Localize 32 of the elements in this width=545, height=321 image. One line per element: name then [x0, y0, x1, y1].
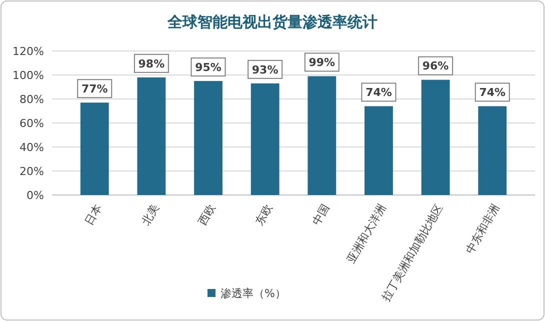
x-tick-label: 北美 [139, 202, 162, 228]
x-tick-label: 中国 [310, 202, 332, 228]
y-tick-label: 80% [20, 92, 44, 106]
x-tick-label: 西欧 [196, 202, 218, 228]
bar [421, 80, 450, 195]
bar [137, 77, 166, 195]
bar [364, 106, 393, 195]
text: 96% [422, 60, 449, 73]
y-tick-label: 20% [20, 164, 44, 178]
text: 99% [308, 56, 336, 70]
bar [478, 106, 507, 195]
y-tick-label: 100% [12, 68, 44, 82]
text: 93% [252, 63, 278, 76]
chart-title: 全球智能电视出货量渗透率统计 [166, 13, 378, 31]
bar [250, 83, 280, 195]
text: 95% [195, 60, 222, 74]
y-tick-label: 120% [12, 44, 44, 58]
x-tick-label: 东欧 [252, 202, 276, 228]
y-tick-label: 0% [26, 188, 44, 202]
x-tick-label: 亚洲和大洋洲 [344, 202, 389, 266]
y-tick-label: 40% [20, 140, 44, 154]
text: 98% [138, 57, 165, 70]
bar [308, 76, 336, 195]
text: 74% [366, 86, 392, 100]
x-tick-label: 中东和非洲 [464, 202, 502, 256]
legend-label: 渗透率（%） [220, 286, 286, 300]
text: 74% [479, 86, 506, 100]
y-tick-label: 60% [20, 116, 44, 130]
bar [194, 81, 222, 195]
x-tick-label: 日本 [82, 202, 105, 228]
text: 77% [81, 82, 108, 96]
bar [80, 102, 109, 195]
